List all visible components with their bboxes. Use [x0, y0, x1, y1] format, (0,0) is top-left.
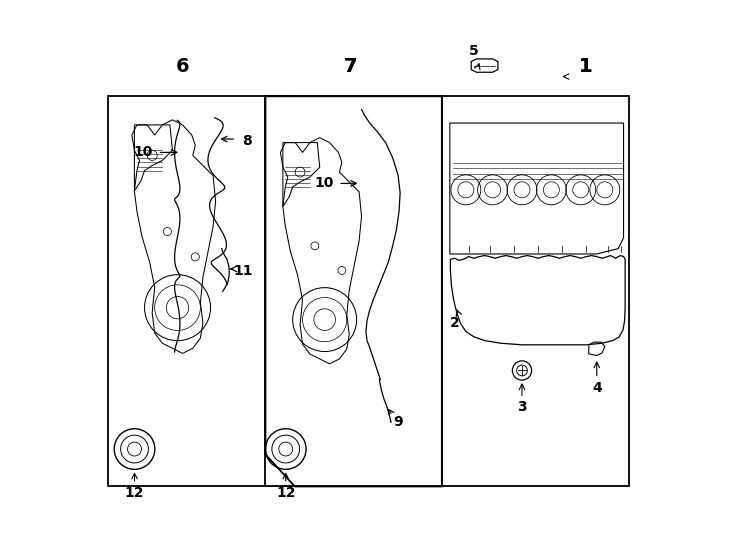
Polygon shape [266, 96, 442, 487]
Bar [266, 96, 442, 487]
Text: 6: 6 [176, 57, 189, 77]
Bar [442, 96, 629, 487]
Text: 7: 7 [344, 57, 357, 77]
Text: 4: 4 [592, 381, 602, 395]
Text: 7: 7 [344, 57, 357, 77]
Text: 8: 8 [242, 134, 252, 147]
Text: 2: 2 [450, 316, 460, 330]
Text: 11: 11 [233, 264, 252, 278]
Text: 12: 12 [276, 486, 296, 500]
Bar [108, 96, 292, 487]
Text: 9: 9 [393, 415, 403, 429]
Text: 10: 10 [315, 177, 334, 191]
Text: 3: 3 [517, 400, 527, 414]
Text: 1: 1 [579, 57, 593, 77]
Text: 10: 10 [134, 145, 153, 159]
Text: 1: 1 [579, 57, 593, 77]
Text: 12: 12 [125, 486, 145, 500]
Text: 5: 5 [469, 44, 479, 58]
